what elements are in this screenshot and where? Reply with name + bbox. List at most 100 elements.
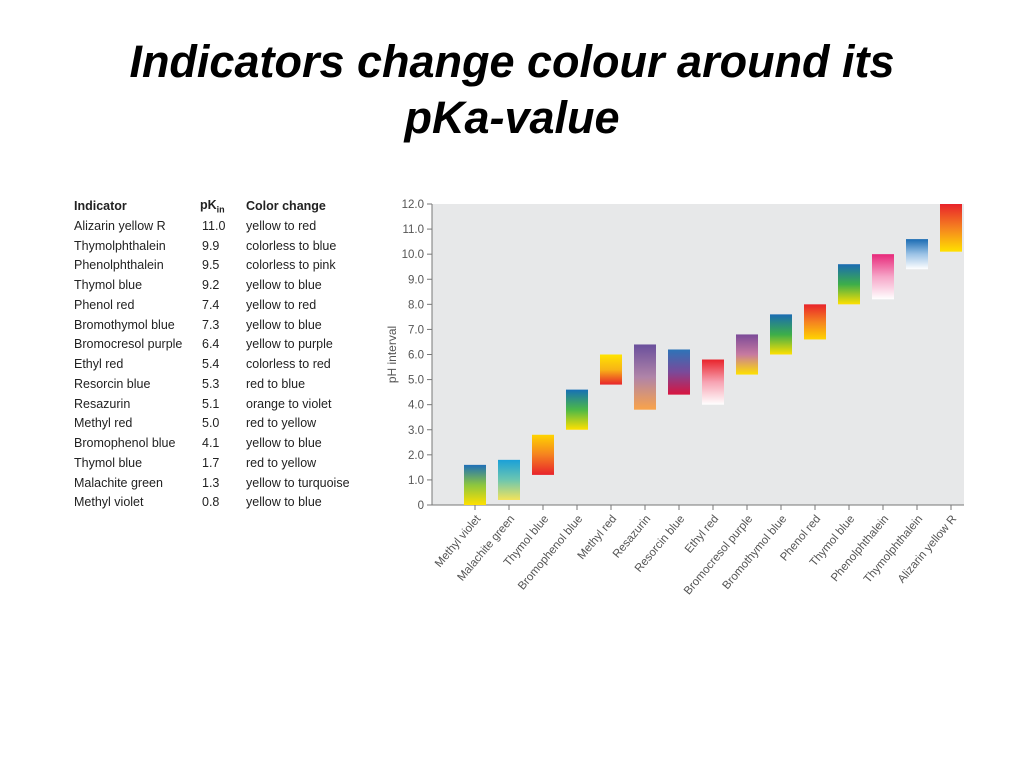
color-change-value: yellow to blue bbox=[246, 278, 322, 293]
pk-value: 11.0 bbox=[202, 218, 226, 233]
pk-value: 1.3 bbox=[202, 475, 220, 490]
y-tick-label: 11.0 bbox=[402, 224, 424, 236]
range-bar bbox=[668, 349, 690, 395]
table-row: Bromophenol blue 4.1 yellow to blue bbox=[74, 433, 376, 453]
color-change-value: colorless to blue bbox=[246, 238, 337, 253]
indicator-name: Bromocresol purple bbox=[74, 337, 183, 352]
color-change-value: yellow to blue bbox=[246, 495, 322, 510]
color-change-value: red to blue bbox=[246, 376, 306, 391]
indicator-name: Resazurin bbox=[74, 396, 131, 411]
y-tick-label: 1.0 bbox=[408, 475, 424, 487]
y-tick-label: 12.0 bbox=[402, 199, 424, 211]
table-row: Phenolphthalein 9.5 colorless to pink bbox=[74, 256, 376, 276]
indicator-name: Thymol blue bbox=[74, 278, 143, 293]
y-tick-label: 0 bbox=[418, 500, 424, 512]
range-bar bbox=[634, 344, 656, 410]
indicator-name: Thymolphthalein bbox=[74, 238, 166, 253]
pk-value: 1.7 bbox=[202, 455, 220, 470]
slide-title-line-2: pKa-value bbox=[404, 92, 620, 143]
table-row: Ethyl red 5.4 colorless to red bbox=[74, 354, 376, 374]
table-row: Bromocresol purple 6.4 yellow to purple bbox=[74, 335, 376, 355]
y-tick-label: 3.0 bbox=[408, 425, 424, 437]
indicator-name: Bromophenol blue bbox=[74, 436, 176, 451]
range-bar bbox=[702, 359, 724, 405]
y-tick-label: 4.0 bbox=[408, 400, 424, 412]
color-change-value: yellow to purple bbox=[246, 337, 333, 352]
y-tick-label: 6.0 bbox=[408, 350, 424, 362]
range-bar bbox=[804, 304, 826, 340]
table-row: Thymol blue 9.2 yellow to blue bbox=[74, 275, 376, 295]
pk-value: 9.5 bbox=[202, 258, 220, 273]
indicator-name: Methyl violet bbox=[74, 495, 144, 510]
pk-value: 7.4 bbox=[202, 297, 220, 312]
range-bar bbox=[532, 434, 554, 475]
color-change-value: yellow to turquoise bbox=[246, 475, 350, 490]
pk-value: 4.1 bbox=[202, 436, 220, 451]
pk-value: 5.4 bbox=[202, 357, 220, 372]
x-tick-label: Bromophenol blue bbox=[516, 513, 585, 592]
x-tick-label: Bromothymol blue bbox=[721, 513, 790, 592]
y-tick-label: 10.0 bbox=[402, 249, 424, 261]
range-bar bbox=[906, 239, 928, 270]
header-pk: pKin bbox=[200, 196, 246, 216]
slide-title-line-1: Indicators change colour around its bbox=[129, 36, 895, 87]
indicator-name: Phenol red bbox=[74, 297, 135, 312]
table-row: Alizarin yellow R 11.0 yellow to red bbox=[74, 216, 376, 236]
x-tick-label: Alizarin yellow R bbox=[896, 513, 959, 585]
range-bar bbox=[566, 389, 588, 430]
color-change-value: yellow to red bbox=[246, 218, 317, 233]
indicator-name: Methyl red bbox=[74, 416, 133, 431]
color-change-value: colorless to pink bbox=[246, 258, 336, 273]
table-row: Thymol blue 1.7 red to yellow bbox=[74, 453, 376, 473]
color-change-value: red to yellow bbox=[246, 416, 317, 431]
color-change-value: yellow to blue bbox=[246, 436, 322, 451]
table-row: Phenol red 7.4 yellow to red bbox=[74, 295, 376, 315]
pk-value: 5.3 bbox=[202, 376, 220, 391]
y-axis-label: pH interval bbox=[385, 326, 399, 383]
indicator-name: Alizarin yellow R bbox=[74, 218, 166, 233]
pk-value: 5.1 bbox=[202, 396, 220, 411]
range-bar bbox=[498, 459, 520, 500]
indicator-name: Thymol blue bbox=[74, 455, 143, 470]
indicator-table: Indicator pKin Color change Alizarin yel… bbox=[74, 196, 376, 512]
color-change-value: orange to violet bbox=[246, 396, 332, 411]
pk-value: 9.2 bbox=[202, 278, 220, 293]
indicator-table-body: Alizarin yellow R 11.0 yellow to red Thymol… bbox=[74, 216, 376, 512]
ph-interval-chart: 0 1.0 2.0 3.0 4.0 5.0 6.0 7.0 8.0 9.0 10.0 11.0 12.0… bbox=[385, 199, 964, 597]
header-indicator: Indicator bbox=[74, 199, 127, 213]
range-bar bbox=[736, 334, 758, 375]
indicator-name: Malachite green bbox=[74, 475, 163, 490]
table-header-row: Indicator pKin Color change bbox=[74, 196, 376, 216]
table-row: Thymolphthalein 9.9 colorless to blue bbox=[74, 236, 376, 256]
range-bar bbox=[838, 264, 860, 305]
pk-value: 9.9 bbox=[202, 238, 220, 253]
range-bar bbox=[464, 464, 486, 505]
pk-value: 0.8 bbox=[202, 495, 220, 510]
y-tick-label: 8.0 bbox=[408, 299, 424, 311]
color-change-value: red to yellow bbox=[246, 455, 317, 470]
color-change-value: colorless to red bbox=[246, 357, 331, 372]
y-tick-label: 7.0 bbox=[408, 324, 424, 336]
color-change-value: yellow to blue bbox=[246, 317, 322, 332]
x-tick-label: Thymolphthalein bbox=[862, 513, 925, 585]
table-row: Bromothymol blue 7.3 yellow to blue bbox=[74, 315, 376, 335]
y-tick-label: 2.0 bbox=[408, 450, 424, 462]
pk-value: 6.4 bbox=[202, 337, 220, 352]
table-row: Methyl red 5.0 red to yellow bbox=[74, 414, 376, 434]
table-row: Resorcin blue 5.3 red to blue bbox=[74, 374, 376, 394]
range-bar bbox=[872, 254, 894, 300]
header-pk-sub: in bbox=[216, 204, 225, 215]
header-pk-main: pK bbox=[200, 197, 217, 212]
indicator-name: Resorcin blue bbox=[74, 376, 151, 391]
y-tick-label: 9.0 bbox=[408, 274, 424, 286]
indicator-name: Bromothymol blue bbox=[74, 317, 175, 332]
range-bar bbox=[770, 314, 792, 355]
slide-title: Indicators change colour around its pKa-… bbox=[40, 34, 984, 146]
pk-value: 7.3 bbox=[202, 317, 220, 332]
header-color-change: Color change bbox=[246, 199, 326, 213]
range-bar bbox=[600, 354, 622, 385]
y-tick-label: 5.0 bbox=[408, 375, 424, 387]
table-row: Resazurin 5.1 orange to violet bbox=[74, 394, 376, 414]
indicator-name: Phenolphthalein bbox=[74, 258, 164, 273]
color-change-value: yellow to red bbox=[246, 297, 317, 312]
